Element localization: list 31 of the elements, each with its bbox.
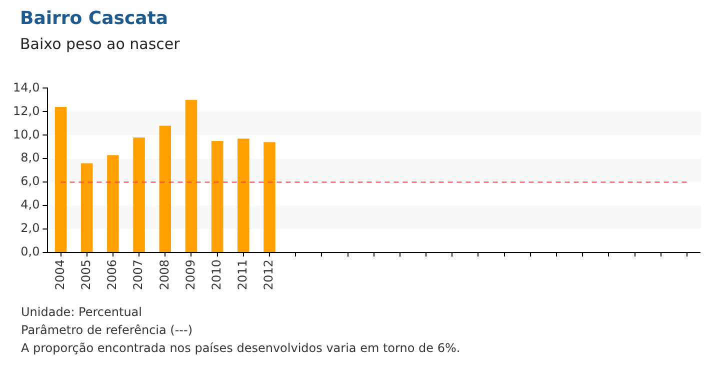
bar [159,126,171,252]
x-tick-label: 2012 [262,259,276,290]
y-tick-label: 14,0 [13,80,40,94]
y-tick-label: 12,0 [13,104,40,118]
bar [133,137,145,252]
x-tick-label: 2005 [78,259,93,290]
x-tick-label: 2006 [105,259,120,290]
bar [211,141,224,252]
y-tick-label: 0,0 [20,244,40,259]
y-tick-label: 10,0 [13,127,40,142]
x-tick-label: 2010 [209,259,224,290]
bar [80,163,93,252]
y-tick-label: 6,0 [20,174,40,188]
chart-subtitle: Baixo peso ao nascer [20,35,180,53]
x-tick-label: 2009 [183,259,198,290]
x-tick-label: 2007 [131,259,146,290]
bar [185,100,198,252]
text: A proporção encontrada nos países desenvolvidos varia em torno de 6%. [21,340,460,357]
bar [107,155,119,252]
bar [264,142,276,252]
x-tick-label: 2011 [236,259,250,290]
bar [238,138,250,252]
y-tick-label: 2,0 [20,221,40,236]
text: Parâmetro de referência (---) [21,322,194,339]
bar [54,106,67,252]
text: Unidade: Percentual [21,304,143,321]
x-tick-label: 2004 [52,259,67,290]
x-tick-label: 2008 [157,259,172,290]
chart-title: Bairro Cascata [20,8,168,29]
y-tick-label: 8,0 [20,150,40,165]
y-tick-label: 4,0 [20,198,40,212]
